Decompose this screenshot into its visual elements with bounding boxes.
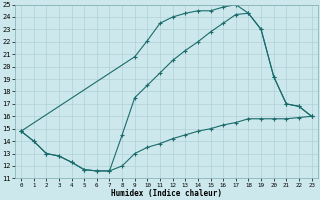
X-axis label: Humidex (Indice chaleur): Humidex (Indice chaleur) bbox=[111, 189, 222, 198]
